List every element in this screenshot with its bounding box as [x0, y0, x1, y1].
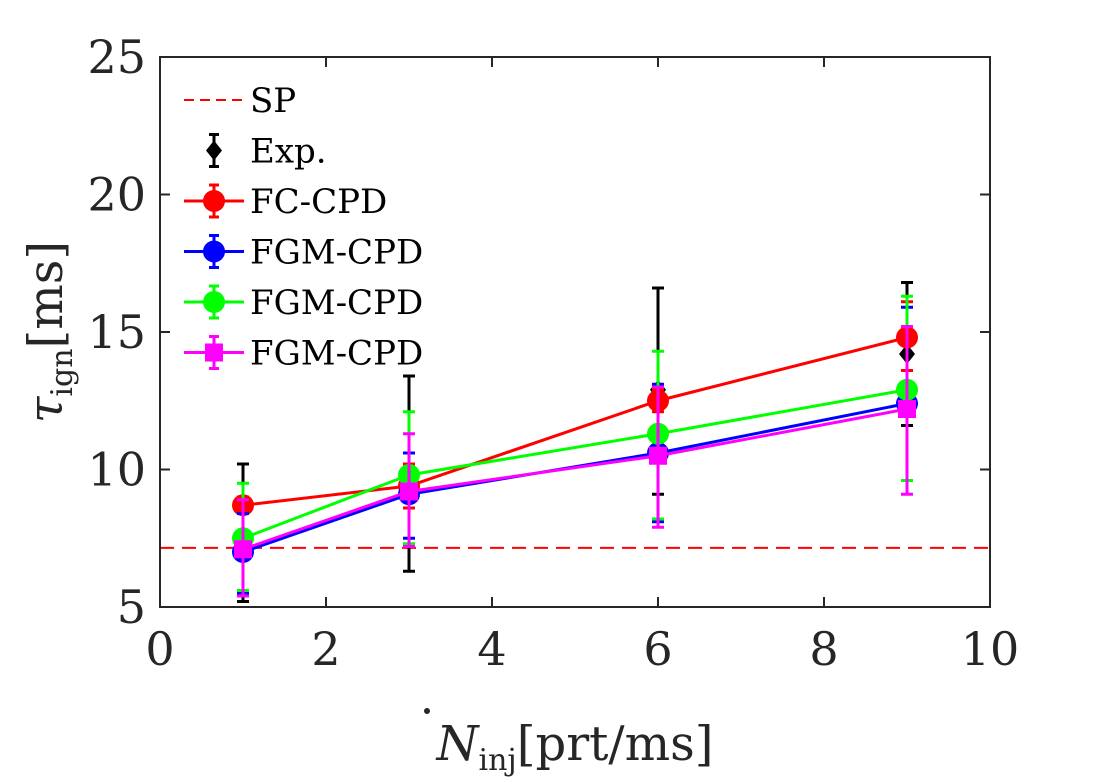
- legend-label: FGM-CPD: [250, 283, 423, 323]
- legend-swatch-marker: [203, 240, 225, 263]
- x-tick-label: 8: [809, 622, 838, 676]
- y-tick-label: 5: [117, 580, 146, 634]
- legend-swatch-marker: [206, 140, 222, 161]
- x-tick-label: 2: [311, 622, 340, 676]
- y-tick-label: 25: [87, 30, 146, 84]
- data-point: [400, 482, 418, 501]
- legend-swatch-marker: [203, 291, 225, 313]
- y-tick-label: 15: [87, 305, 146, 359]
- series-line: [242, 388, 908, 540]
- data-point: [898, 400, 916, 418]
- series-line: [242, 336, 908, 507]
- legend-label: Exp.: [250, 132, 327, 172]
- x-tick-label: 10: [961, 622, 1020, 676]
- x-axis-title: Ninj[prt/ms]: [436, 716, 714, 778]
- x-tick-label: 6: [643, 622, 672, 676]
- ticks-layer: 0 2 4 6 8 10 5 10 15 20 25: [87, 30, 1019, 676]
- legend-swatch-marker: [205, 343, 223, 362]
- data-point: [649, 446, 667, 465]
- y-axis-title: τign[ms]: [18, 241, 80, 423]
- legend-label: FC-CPD: [250, 182, 387, 222]
- series-line: [242, 407, 908, 551]
- legend-label: FGM-CPD: [250, 334, 423, 374]
- plot-area: [160, 57, 990, 607]
- legend-label-sp: SP: [250, 81, 296, 121]
- series-4: [234, 325, 916, 598]
- x-tick-label: 0: [145, 622, 174, 676]
- series-layer: [232, 281, 918, 603]
- data-point: [234, 540, 252, 559]
- legend-swatch-marker: [203, 190, 225, 212]
- y-tick-label: 20: [87, 168, 146, 222]
- legend-label: FGM-CPD: [250, 233, 423, 273]
- x-tick-label: 4: [477, 622, 506, 676]
- y-tick-label: 10: [87, 443, 146, 497]
- x-axis-title-dot: [424, 708, 430, 714]
- legend: SP Exp. FC-CPD FGM-CPD FGM-CPD FGM-CPD: [184, 81, 423, 374]
